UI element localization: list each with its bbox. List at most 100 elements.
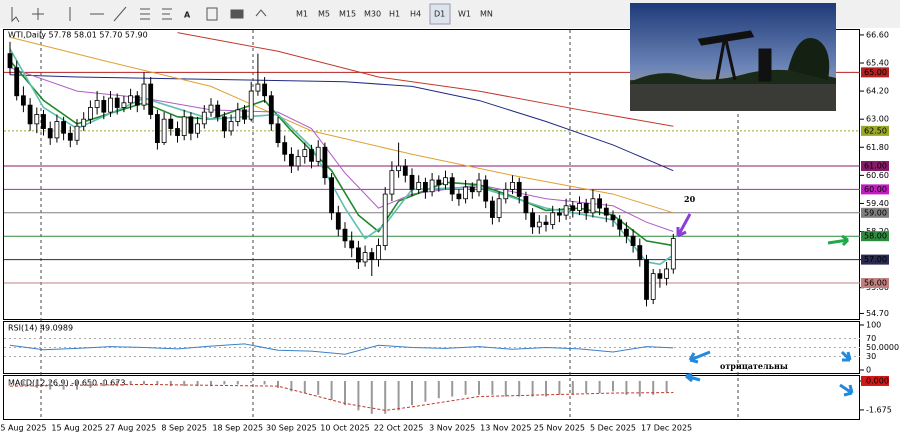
candle-body: [61, 121, 66, 134]
candle-body: [54, 121, 60, 139]
arrow: [676, 213, 692, 238]
macd-bar: [156, 380, 159, 385]
macd-bar: [397, 380, 400, 411]
candle-body: [275, 123, 281, 143]
y-tick-label: 60.60: [866, 171, 889, 180]
candle-body: [489, 200, 495, 218]
candle-body: [41, 114, 46, 129]
level-label: 60.00: [864, 185, 887, 194]
candle-body: [175, 128, 180, 136]
candle-body: [570, 205, 576, 211]
macd-bar: [183, 380, 186, 387]
moving-average: [9, 60, 674, 247]
candle-body: [422, 181, 428, 193]
x-tick-label: 25 Nov 2025: [534, 424, 585, 433]
macd-bar: [89, 380, 92, 388]
candle-body: [637, 245, 643, 261]
macd-bar: [451, 380, 454, 397]
macd-bar: [236, 380, 239, 385]
timeframe[interactable]: MN: [480, 10, 493, 19]
candle-body: [603, 207, 609, 216]
rsi-tick-label: 0: [866, 366, 871, 375]
moving-average: [9, 74, 674, 172]
candle-body: [463, 186, 469, 200]
candle-body: [416, 181, 422, 190]
macd-bar: [303, 380, 306, 394]
timeframe[interactable]: M30: [364, 10, 381, 19]
macd-bar: [223, 380, 226, 385]
timeframe[interactable]: M15: [339, 10, 356, 19]
macd-bar: [196, 380, 199, 387]
candle-body: [188, 116, 194, 134]
chart-header: WTI,Daily 57.78 58.01 57.70 57.90: [8, 31, 148, 40]
chart-layer: WTI,Daily 57.78 58.01 57.70 57.90 66.60 65…: [0, 30, 899, 432]
macd-signal: [9, 383, 674, 411]
macd-bar: [571, 380, 574, 395]
macd-bar: [62, 380, 65, 390]
candle-body: [369, 252, 375, 261]
level-box: [861, 125, 889, 136]
level-box: [861, 184, 889, 195]
annotation-text: отрицательны: [720, 361, 788, 371]
x-tick-label: 13 Nov 2025: [480, 424, 531, 433]
macd-bar: [437, 380, 440, 399]
candle-body: [201, 111, 207, 125]
candle-body: [355, 247, 361, 263]
candle-body: [590, 198, 596, 214]
candle-body: [335, 212, 341, 230]
candle-body: [81, 118, 87, 127]
candle-body: [161, 118, 167, 143]
svg-text:A: A: [184, 11, 191, 20]
candle-body: [449, 177, 455, 195]
macd-bar: [558, 380, 561, 395]
moving-average: [177, 32, 674, 127]
x-tick-label: 22 Oct 2025: [374, 424, 423, 433]
timeframe[interactable]: H1: [389, 10, 400, 19]
candle-body: [563, 205, 569, 216]
timeframe[interactable]: W1: [458, 10, 471, 19]
candle-body: [436, 179, 442, 186]
candle-body: [74, 125, 80, 141]
candle-body: [349, 240, 355, 249]
candle-body: [221, 116, 227, 132]
timeframe[interactable]: D1: [434, 10, 445, 19]
level-box: [861, 231, 889, 242]
candle-body: [610, 214, 616, 221]
candle-body: [94, 100, 100, 108]
candle-body: [315, 146, 321, 162]
y-tick-label: 66.60: [866, 30, 889, 39]
rsi-tick-label: 100: [866, 321, 881, 330]
candle-body: [536, 221, 542, 228]
macd-bar: [169, 380, 172, 387]
candle-body: [255, 83, 261, 92]
macd-bar: [598, 380, 601, 394]
x-tick-label: 5 Dec 2025: [590, 424, 636, 433]
timeframe[interactable]: M5: [318, 10, 330, 19]
x-tick-label: 27 Aug 2025: [105, 424, 156, 433]
candle-body: [342, 228, 348, 242]
candle-body: [88, 107, 93, 120]
candle-body: [235, 109, 241, 122]
level-box: [861, 254, 889, 265]
arrow: [827, 234, 850, 247]
candle-body: [295, 156, 301, 167]
candle-body: [483, 179, 489, 202]
candle-body: [550, 212, 556, 225]
macd-bar: [344, 380, 346, 406]
candle-body: [101, 100, 107, 113]
timeframe[interactable]: H4: [410, 10, 421, 19]
timeframe[interactable]: M1: [296, 10, 308, 19]
candle-body: [27, 104, 33, 125]
candle-body: [20, 95, 26, 106]
candle-body: [376, 245, 381, 261]
x-tick-label: 15 Aug 2025: [51, 424, 102, 433]
candle-body: [396, 165, 402, 172]
candle-body: [242, 109, 247, 120]
candle-body: [134, 95, 140, 106]
macd-bar: [116, 380, 119, 387]
candle-body: [128, 95, 134, 104]
candle-body: [154, 114, 160, 143]
candle-body: [557, 212, 562, 216]
candle-body: [469, 186, 475, 193]
